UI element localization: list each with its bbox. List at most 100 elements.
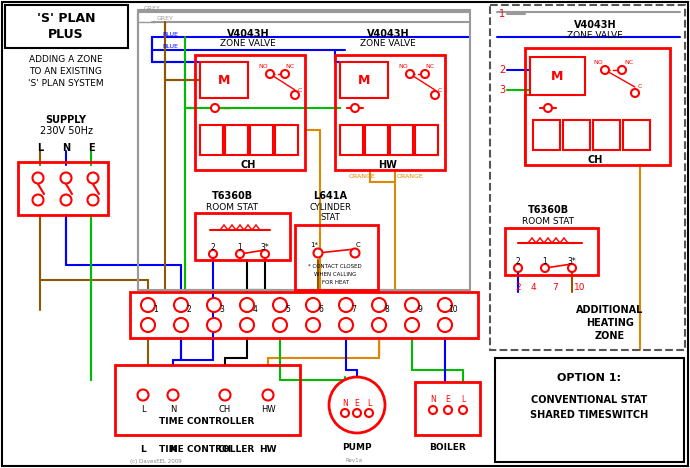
Text: 'S' PLAN: 'S' PLAN (37, 12, 95, 24)
Circle shape (207, 298, 221, 312)
Text: FOR HEAT: FOR HEAT (322, 280, 348, 285)
Text: HEATING: HEATING (586, 318, 634, 328)
Text: HW: HW (261, 405, 275, 415)
Circle shape (372, 298, 386, 312)
Text: 9: 9 (417, 306, 422, 314)
Text: (c) DavesEEL 2009: (c) DavesEEL 2009 (130, 459, 181, 463)
Text: 8: 8 (384, 306, 389, 314)
Circle shape (141, 318, 155, 332)
Text: L: L (37, 143, 43, 153)
Text: NO: NO (593, 59, 603, 65)
Circle shape (353, 409, 361, 417)
Text: C: C (638, 85, 642, 89)
Text: ZONE VALVE: ZONE VALVE (220, 39, 276, 49)
Text: HW: HW (379, 160, 397, 170)
Circle shape (341, 409, 349, 417)
Text: GREY: GREY (144, 7, 161, 12)
Text: 2: 2 (515, 284, 521, 292)
Text: NC: NC (624, 59, 633, 65)
Circle shape (273, 318, 287, 332)
Text: CH: CH (240, 160, 256, 170)
Circle shape (209, 250, 217, 258)
Text: 2: 2 (186, 306, 191, 314)
Text: 'S' PLAN SYSTEM: 'S' PLAN SYSTEM (28, 80, 104, 88)
Circle shape (32, 173, 43, 183)
Circle shape (174, 298, 188, 312)
Circle shape (405, 298, 419, 312)
Circle shape (281, 70, 289, 78)
Circle shape (329, 377, 385, 433)
Text: ADDITIONAL: ADDITIONAL (576, 305, 644, 315)
Text: T6360B: T6360B (527, 205, 569, 215)
Circle shape (631, 89, 639, 97)
Text: NO: NO (398, 64, 408, 68)
Circle shape (438, 298, 452, 312)
Text: Rev1a: Rev1a (345, 459, 362, 463)
Circle shape (141, 298, 155, 312)
Text: M: M (218, 73, 230, 87)
Text: 4: 4 (253, 306, 257, 314)
Text: E: E (355, 400, 359, 409)
Circle shape (541, 264, 549, 272)
Text: 7: 7 (552, 284, 558, 292)
Text: V4043H: V4043H (227, 29, 269, 39)
Text: 5: 5 (286, 306, 290, 314)
Text: M: M (551, 70, 563, 82)
Text: L: L (461, 395, 465, 404)
Text: TO AN EXISTING: TO AN EXISTING (30, 67, 102, 76)
Circle shape (88, 195, 99, 205)
Text: 2: 2 (210, 243, 215, 253)
Text: 1: 1 (499, 9, 505, 19)
Circle shape (219, 389, 230, 401)
Text: NO: NO (258, 64, 268, 68)
Text: C: C (438, 88, 442, 93)
Text: PLUS: PLUS (48, 28, 83, 41)
Text: SUPPLY: SUPPLY (46, 115, 86, 125)
Text: NC: NC (426, 64, 435, 68)
Circle shape (236, 250, 244, 258)
Circle shape (421, 70, 429, 78)
Circle shape (32, 195, 43, 205)
Text: N: N (62, 143, 70, 153)
Circle shape (273, 298, 287, 312)
Text: SHARED TIMESWITCH: SHARED TIMESWITCH (530, 410, 648, 420)
Circle shape (168, 389, 179, 401)
Circle shape (137, 389, 148, 401)
Text: 2: 2 (515, 257, 520, 266)
Circle shape (339, 318, 353, 332)
Circle shape (406, 70, 414, 78)
Text: N: N (342, 400, 348, 409)
Text: L: L (140, 446, 146, 454)
Text: L641A: L641A (313, 191, 347, 201)
Text: 230V 50Hz: 230V 50Hz (39, 126, 92, 136)
Text: ZONE VALVE: ZONE VALVE (360, 39, 416, 49)
Circle shape (240, 318, 254, 332)
Circle shape (240, 298, 254, 312)
Text: ROOM STAT: ROOM STAT (206, 203, 258, 212)
Text: 3*: 3* (261, 243, 269, 253)
Text: 1: 1 (237, 243, 242, 253)
Circle shape (351, 249, 359, 257)
Text: GREY: GREY (157, 16, 173, 22)
Text: ZONE: ZONE (595, 331, 625, 341)
Text: 10: 10 (448, 306, 457, 314)
Circle shape (266, 70, 274, 78)
Text: M: M (358, 73, 371, 87)
Text: L: L (141, 405, 146, 415)
Text: BOILER: BOILER (428, 443, 465, 452)
Circle shape (568, 264, 576, 272)
Text: E: E (446, 395, 451, 404)
Text: E: E (88, 143, 95, 153)
Text: ADDING A ZONE: ADDING A ZONE (29, 56, 103, 65)
Text: 4: 4 (530, 284, 536, 292)
Text: 1*: 1* (310, 242, 318, 248)
Text: 2: 2 (499, 65, 505, 75)
Circle shape (365, 409, 373, 417)
Circle shape (405, 318, 419, 332)
Text: CYLINDER: CYLINDER (309, 203, 351, 212)
Text: 6: 6 (319, 306, 324, 314)
Text: CH: CH (219, 405, 231, 415)
Circle shape (261, 250, 269, 258)
Circle shape (61, 173, 72, 183)
Text: CH: CH (218, 446, 232, 454)
